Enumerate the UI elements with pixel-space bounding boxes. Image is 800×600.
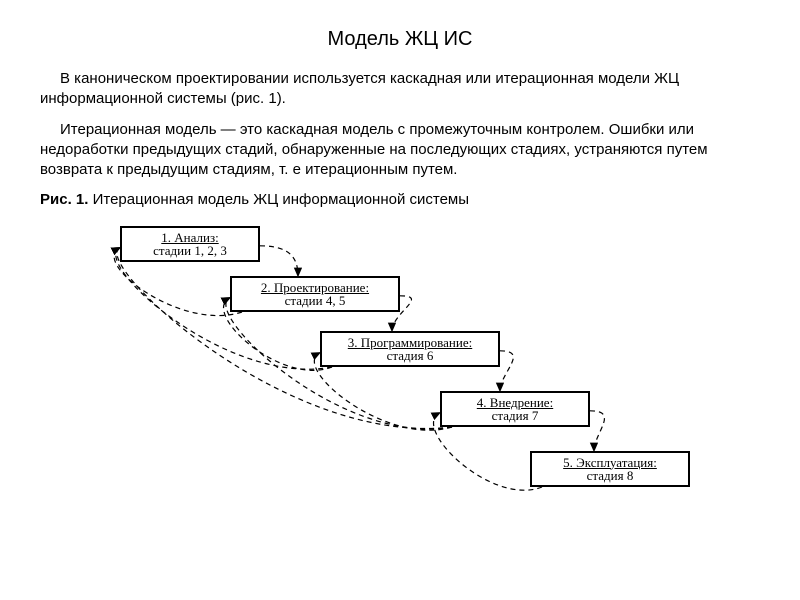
paragraph-2: Итерационная модель — это каскадная моде… xyxy=(40,120,760,181)
forward-edge-n3-n4 xyxy=(500,350,513,390)
stage-node-n3: 3. Программирование:стадия 6 xyxy=(320,331,500,367)
stage-node-n4: 4. Внедрение:стадия 7 xyxy=(440,391,590,427)
stage-node-n1: 1. Анализ:стадии 1, 2, 3 xyxy=(120,226,260,262)
stage-node-n5: 5. Эксплуатация:стадия 8 xyxy=(530,451,690,487)
stage-node-n2: 2. Проектирование:стадии 4, 5 xyxy=(230,276,400,312)
figure-caption: Рис. 1. Итерационная модель ЖЦ информаци… xyxy=(40,190,760,210)
paragraph-1: В каноническом проектировании использует… xyxy=(40,69,760,110)
caption-label: Рис. 1. xyxy=(40,191,88,208)
forward-edge-n4-n5 xyxy=(590,410,604,450)
lifecycle-diagram: 1. Анализ:стадии 1, 2, 3 2. Проектировани… xyxy=(40,221,760,541)
caption-text: Итерационная модель ЖЦ информационной си… xyxy=(88,191,469,208)
forward-edge-n1-n2 xyxy=(260,245,298,275)
diagram-edges xyxy=(40,221,760,541)
page-title: Модель ЖЦ ИС xyxy=(40,28,760,51)
